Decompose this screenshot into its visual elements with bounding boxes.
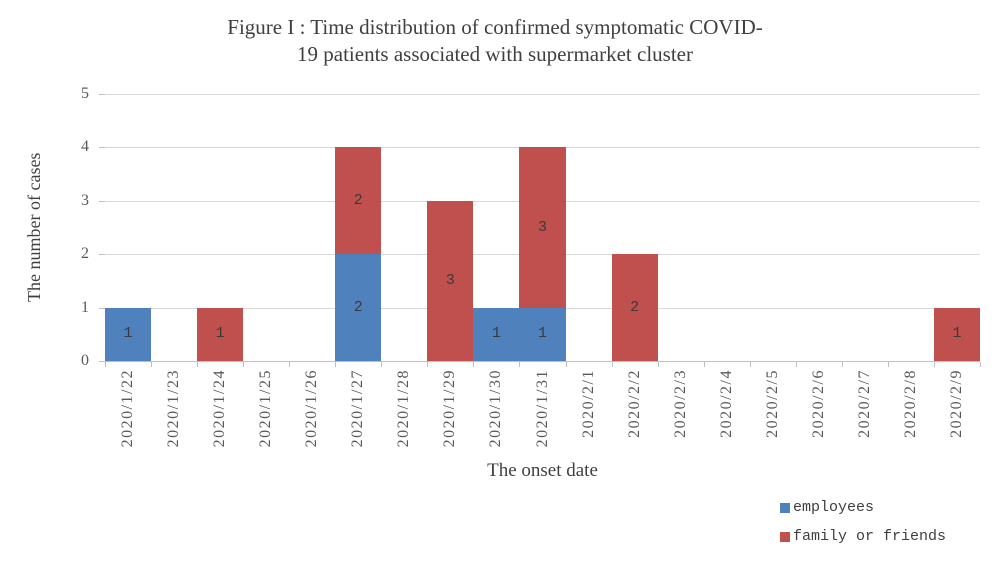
x-axis-tick <box>243 362 245 367</box>
x-axis-tick <box>289 362 291 367</box>
x-axis-tick <box>197 362 199 367</box>
x-axis-tick <box>980 362 981 367</box>
x-tick-label: 2020/2/4 <box>717 369 735 438</box>
x-axis-tick <box>703 362 705 367</box>
bar-segment-employees <box>335 254 382 361</box>
x-axis-tick <box>749 362 751 367</box>
bar-data-label: 2 <box>353 298 363 316</box>
chart-title: Figure I : Time distribution of confirme… <box>0 14 990 68</box>
legend-label: employees <box>793 499 875 516</box>
x-tick-label: 2020/2/3 <box>671 369 689 438</box>
bar-segment-employees <box>519 307 566 361</box>
bar-data-label: 3 <box>537 218 547 236</box>
x-tick-label: 2020/2/8 <box>901 369 919 438</box>
x-axis-tick <box>335 362 337 367</box>
bar-segment-family-or-friends <box>335 147 382 255</box>
x-axis-tick <box>887 362 889 367</box>
y-tick-label: 1 <box>81 298 89 316</box>
y-axis-tick <box>99 361 105 362</box>
x-tick-label: 2020/1/23 <box>165 369 183 448</box>
bar-data-label: 2 <box>630 298 640 316</box>
x-tick-label: 2020/1/25 <box>257 369 275 448</box>
bar-segment-family-or-friends <box>519 147 566 308</box>
y-axis-tick <box>99 307 105 309</box>
x-tick-label: 2020/1/24 <box>211 369 229 448</box>
chart-title-line-1: Figure I : Time distribution of confirme… <box>227 15 763 39</box>
legend: employees family or friends <box>780 499 946 545</box>
x-tick-label: 2020/1/22 <box>119 369 137 448</box>
x-axis-tick <box>565 362 567 367</box>
x-axis-tick <box>841 362 843 367</box>
x-axis-title: The onset date <box>487 460 598 481</box>
legend-item: family or friends <box>780 528 946 545</box>
y-tick-label: 2 <box>81 245 89 263</box>
x-tick-label: 2020/2/5 <box>763 369 781 438</box>
x-axis-tick <box>473 362 475 367</box>
x-tick-label: 2020/2/9 <box>947 369 965 438</box>
y-tick-label: 0 <box>81 352 89 369</box>
x-axis-tick <box>151 362 153 367</box>
x-axis-tick <box>611 362 613 367</box>
y-tick-label: 3 <box>81 191 89 209</box>
x-axis-tick <box>519 362 521 367</box>
x-tick-label: 2020/2/2 <box>625 369 643 438</box>
x-axis-tick <box>933 362 935 367</box>
bar-segment-family-or-friends <box>611 254 658 361</box>
x-tick-label: 2020/2/1 <box>579 369 597 438</box>
y-tick-label: 4 <box>81 138 89 156</box>
gridline <box>105 94 980 95</box>
bar-segment-family-or-friends <box>427 200 474 361</box>
x-axis-tick <box>795 362 797 367</box>
x-tick-label: 2020/2/6 <box>809 369 827 438</box>
bar-data-label: 2 <box>353 191 363 209</box>
x-axis-tick <box>105 362 106 367</box>
bar-segment-employees <box>473 307 520 361</box>
bar-data-label: 1 <box>952 325 962 343</box>
x-tick-label: 2020/1/27 <box>349 369 367 448</box>
x-tick-label: 2020/1/29 <box>441 369 459 448</box>
bar-data-label: 1 <box>123 325 133 343</box>
x-tick-label: 2020/1/30 <box>487 369 505 448</box>
legend-item: employees <box>780 499 946 516</box>
x-axis-tick <box>427 362 429 367</box>
x-axis-line <box>105 361 980 362</box>
y-axis-tick <box>99 254 105 256</box>
bar-data-label: 1 <box>215 325 225 343</box>
bar-segment-employees <box>105 307 152 361</box>
bar-data-label: 3 <box>445 271 455 289</box>
bar-segment-family-or-friends <box>197 307 244 361</box>
x-tick-label: 2020/2/7 <box>855 369 873 438</box>
y-axis-tick <box>99 94 105 95</box>
chart-title-line-2: 19 patients associated with supermarket … <box>297 42 693 66</box>
y-axis-tick <box>99 147 105 149</box>
x-tick-label: 2020/1/31 <box>533 369 551 448</box>
x-axis-tick <box>381 362 383 367</box>
legend-swatch-icon <box>780 531 790 542</box>
y-tick-label: 5 <box>81 85 89 102</box>
x-axis-tick <box>657 362 659 367</box>
bar-segment-family-or-friends <box>933 307 980 361</box>
bar-data-label: 1 <box>537 325 547 343</box>
x-tick-label: 2020/1/28 <box>395 369 413 448</box>
bar-data-label: 1 <box>491 325 501 343</box>
x-tick-label: 2020/1/26 <box>303 369 321 448</box>
legend-swatch-icon <box>780 502 790 513</box>
y-axis-tick <box>99 200 105 202</box>
legend-label: family or friends <box>793 528 947 545</box>
